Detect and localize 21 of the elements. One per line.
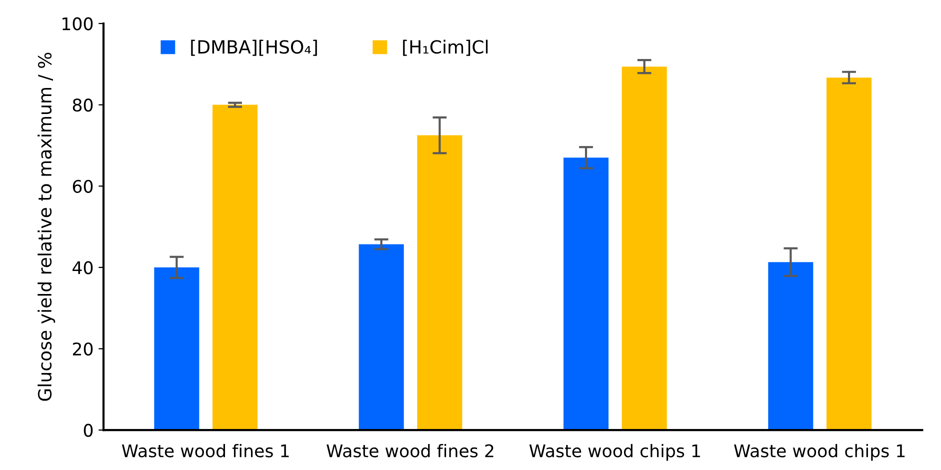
bar [768,262,814,430]
bar [212,104,258,430]
y-tick-label: 60 [72,180,93,193]
x-tick-label: Waste wood chips 1 [529,444,700,461]
y-tick-label: 100 [62,17,93,30]
y-tick-label: 40 [72,261,93,274]
x-tick-label: Waste wood chips 1 [734,444,905,461]
y-tick-label: 20 [72,342,93,356]
bar [622,66,667,430]
bar [154,267,200,430]
y-tick-label: 0 [84,424,93,437]
bar [564,158,609,430]
bar [826,78,872,430]
x-tick-label: Waste wood fines 1 [122,444,289,458]
y-tick-label: 80 [72,98,93,112]
legend-label: [DMBA][HSO₄] [191,40,317,56]
y-axis-title: Glucose yield relative to maximum / % [38,52,56,401]
legend-label: [H₁Cim]Cl [403,40,488,56]
bar [358,244,404,430]
bar [417,135,462,430]
x-tick-label: Waste wood fines 2 [326,444,494,458]
